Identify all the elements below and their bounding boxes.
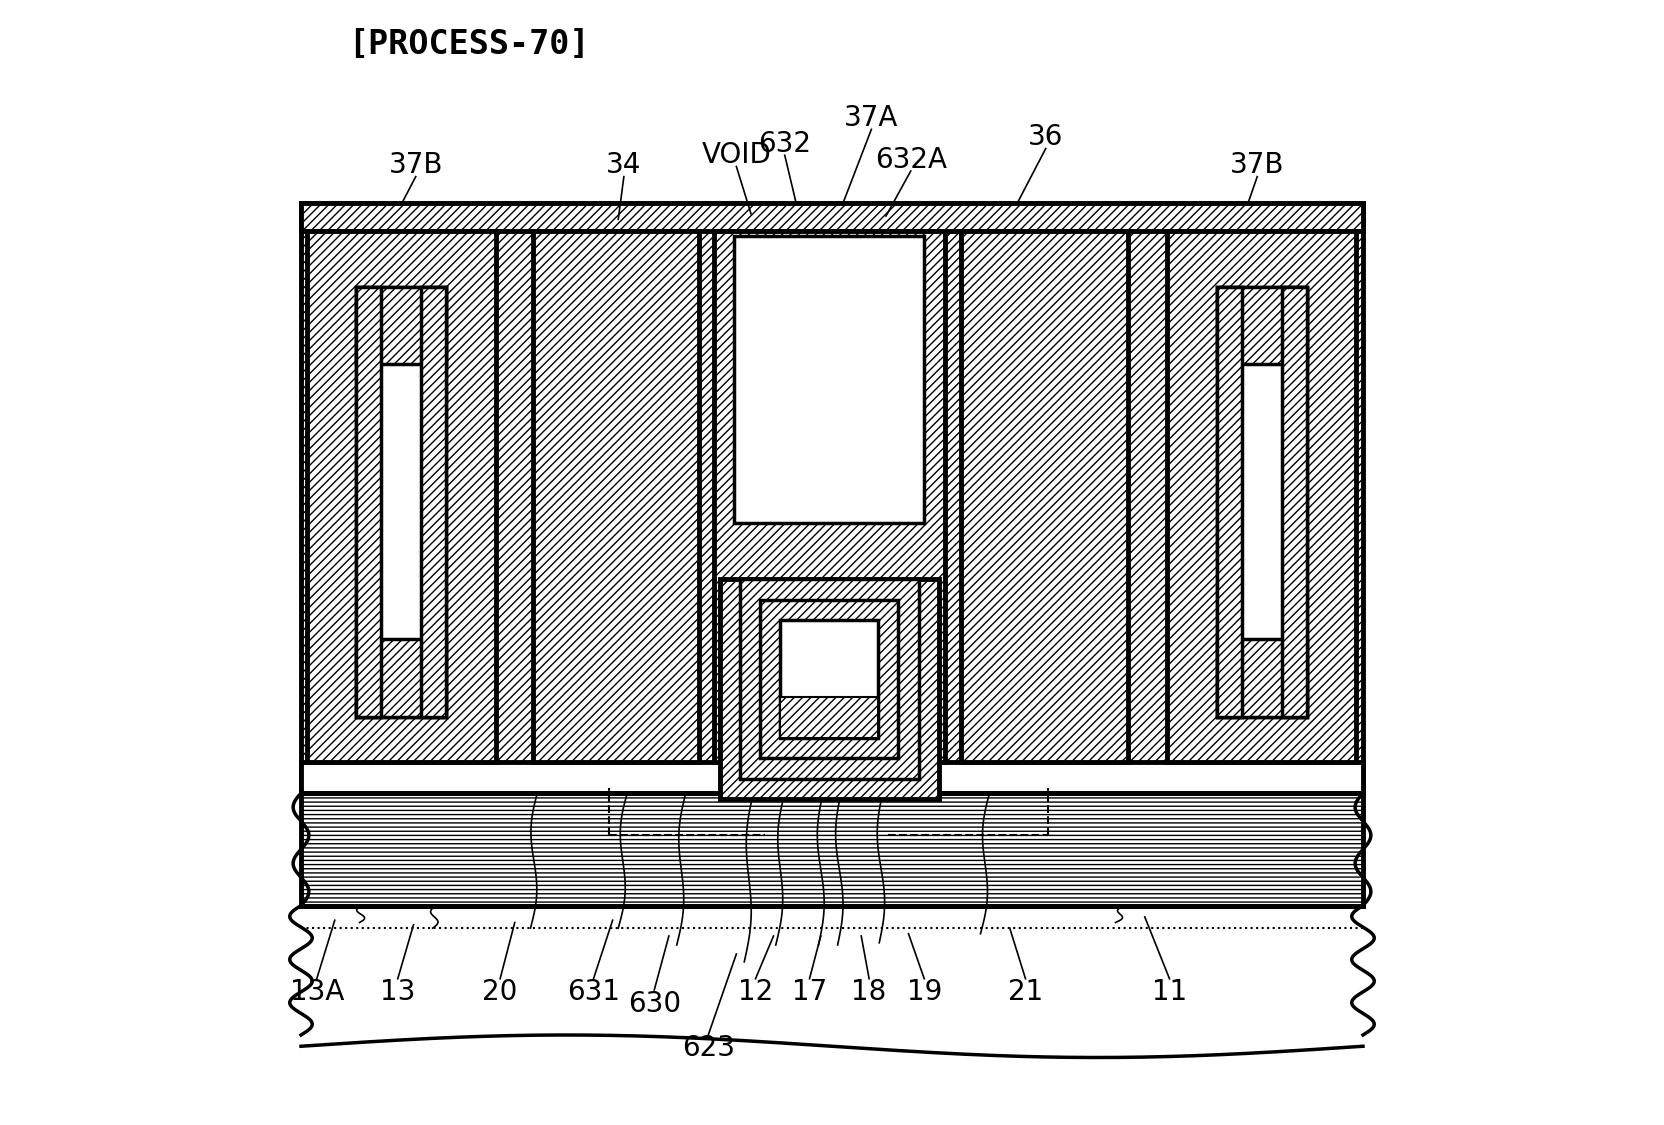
Bar	[1166, 231, 1356, 762]
Text: [PROCESS-70]: [PROCESS-70]	[348, 28, 589, 62]
Bar	[421, 287, 446, 717]
Bar	[301, 762, 1363, 793]
Text: 20: 20	[483, 979, 518, 1006]
Text: 632A: 632A	[875, 146, 947, 173]
Bar	[740, 579, 919, 778]
Bar	[301, 793, 1363, 906]
Text: 21: 21	[1008, 979, 1043, 1006]
Bar	[356, 287, 446, 717]
Text: 623: 623	[682, 1035, 735, 1062]
Text: 37A: 37A	[844, 105, 899, 132]
Bar	[1216, 287, 1306, 717]
Bar	[1281, 287, 1306, 717]
Bar	[532, 231, 699, 762]
Bar	[760, 600, 899, 758]
Bar	[714, 231, 945, 762]
Bar	[962, 231, 1128, 762]
Bar	[780, 620, 879, 738]
Bar	[734, 236, 924, 523]
Text: 17: 17	[792, 979, 827, 1006]
Bar	[306, 231, 496, 762]
Bar	[301, 202, 1363, 793]
Text: 630: 630	[627, 990, 681, 1017]
Bar	[1216, 639, 1306, 717]
Text: VOID: VOID	[702, 142, 772, 169]
Text: 11: 11	[1151, 979, 1186, 1006]
Bar	[356, 639, 446, 717]
Text: 34: 34	[606, 152, 642, 179]
Text: 13: 13	[379, 979, 416, 1006]
Text: 37B: 37B	[388, 152, 443, 179]
Bar	[356, 287, 446, 364]
Bar	[780, 696, 879, 738]
Text: 19: 19	[907, 979, 942, 1006]
Bar	[1216, 287, 1306, 364]
Bar	[719, 579, 938, 799]
Text: 631: 631	[567, 979, 621, 1006]
Text: 632: 632	[759, 130, 812, 158]
Text: 12: 12	[737, 979, 774, 1006]
Text: 37B: 37B	[1230, 152, 1285, 179]
Bar	[301, 202, 1363, 231]
Bar	[356, 287, 381, 717]
Text: 18: 18	[852, 979, 887, 1006]
Bar	[1216, 287, 1241, 717]
Text: 13A: 13A	[290, 979, 344, 1006]
Text: 36: 36	[1028, 124, 1063, 151]
